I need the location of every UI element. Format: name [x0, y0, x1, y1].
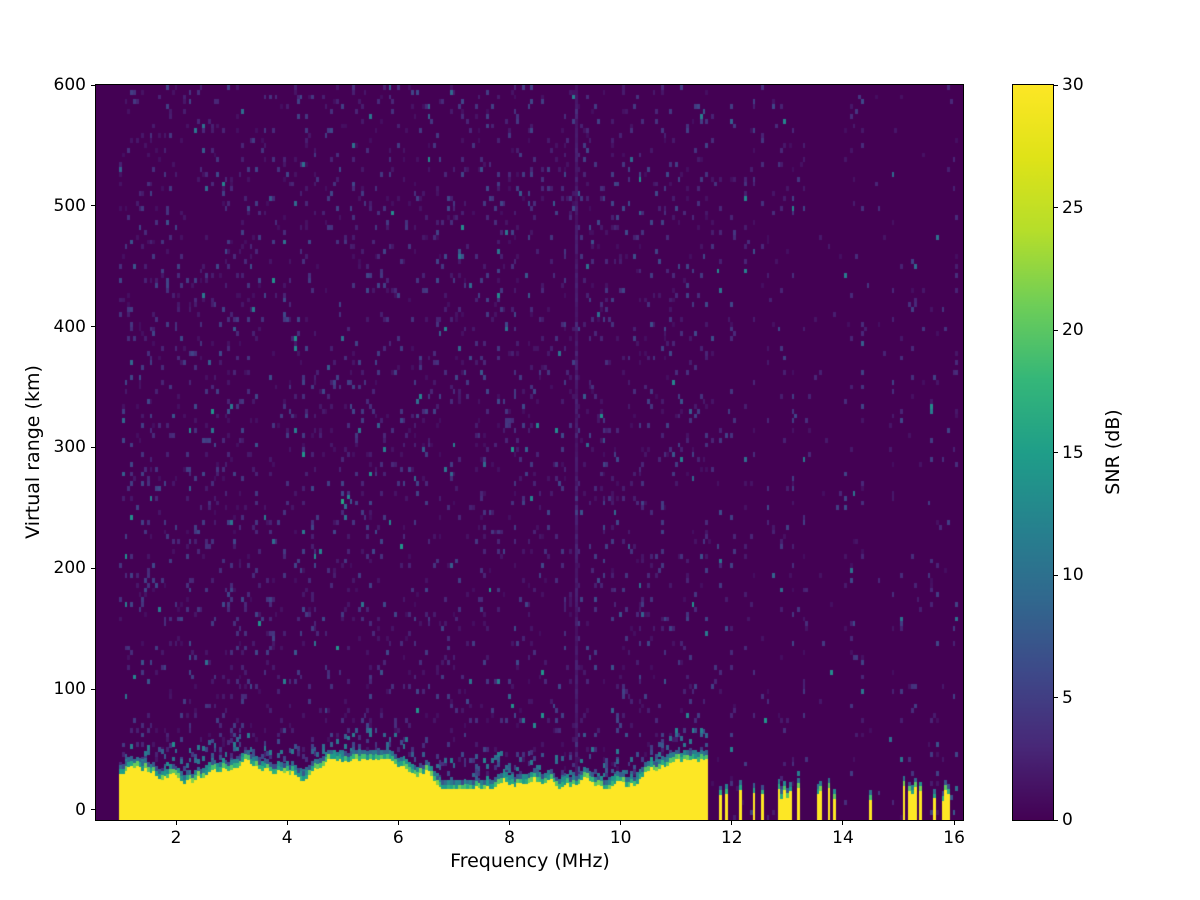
x-tick	[286, 821, 288, 825]
y-tick-label: 100	[53, 679, 86, 700]
colorbar-tick-label: 15	[1062, 442, 1084, 463]
y-tick	[91, 809, 95, 811]
y-tick	[91, 84, 95, 86]
y-tick	[91, 326, 95, 328]
colorbar-tick	[1054, 574, 1058, 576]
colorbar-gradient	[1012, 84, 1054, 821]
x-tick-label: 2	[170, 828, 182, 848]
colorbar-tick-label: 10	[1062, 565, 1084, 585]
x-tick	[397, 821, 399, 825]
y-tick-label: 200	[53, 558, 86, 579]
x-tick	[842, 821, 844, 825]
y-tick	[91, 205, 95, 207]
colorbar-tick-label: 0	[1062, 810, 1073, 830]
x-tick	[508, 821, 510, 825]
colorbar-tick-label: 30	[1062, 75, 1084, 95]
x-tick-label: 16	[943, 828, 965, 848]
colorbar-tick	[1054, 207, 1058, 208]
x-tick-label: 8	[504, 828, 515, 848]
colorbar-tick-label: 25	[1062, 197, 1084, 218]
y-tick-label: 0	[75, 799, 86, 820]
x-tick	[953, 821, 955, 825]
x-tick-label: 6	[392, 828, 404, 848]
colorbar-tick	[1054, 697, 1058, 698]
x-tick-label: 4	[281, 828, 293, 848]
ionogram-heatmap-canvas	[95, 84, 964, 821]
x-tick-label: 10	[609, 828, 632, 848]
colorbar-tick	[1054, 819, 1058, 821]
x-tick-label: 14	[832, 828, 854, 848]
y-tick-label: 600	[53, 75, 86, 95]
y-tick-label: 500	[53, 195, 86, 216]
x-tick	[620, 821, 622, 825]
colorbar-tick-label: 5	[1062, 687, 1073, 708]
x-axis-label: Frequency (MHz)	[450, 850, 610, 872]
y-tick	[91, 446, 95, 448]
colorbar-tick	[1054, 452, 1058, 453]
colorbar-tick-label: 20	[1062, 320, 1084, 340]
colorbar-tick	[1054, 84, 1058, 86]
x-tick	[731, 821, 733, 825]
colorbar-tick	[1054, 329, 1058, 331]
y-tick-label: 400	[53, 316, 86, 337]
x-tick-label: 12	[720, 828, 743, 848]
y-tick	[91, 567, 95, 569]
y-tick	[91, 688, 95, 690]
y-tick-label: 300	[53, 437, 86, 458]
x-tick	[175, 821, 177, 825]
